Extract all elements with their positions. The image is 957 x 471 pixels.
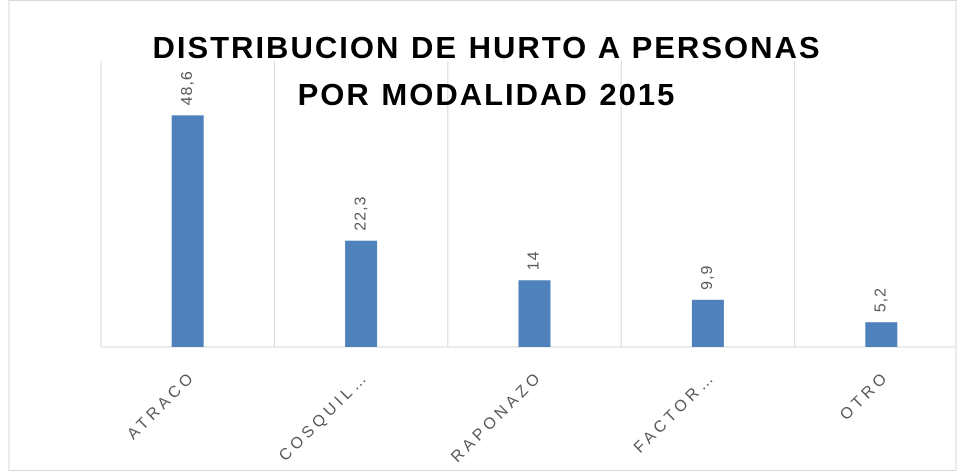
data-label: 5,2 (873, 287, 890, 312)
bar (345, 240, 378, 347)
bar (171, 115, 204, 347)
data-label: 48,6 (179, 70, 196, 105)
data-label: 14 (526, 250, 543, 270)
bar (518, 280, 551, 347)
chart-border (8, 0, 957, 471)
chart-title: DISTRIBUCION DE HURTO A PERSONAS (152, 30, 821, 65)
chart-title: POR MODALIDAD 2015 (298, 77, 677, 112)
data-label: 9,9 (699, 265, 716, 290)
data-label: 22,3 (352, 196, 369, 231)
bar (865, 322, 898, 347)
bar (691, 299, 724, 347)
